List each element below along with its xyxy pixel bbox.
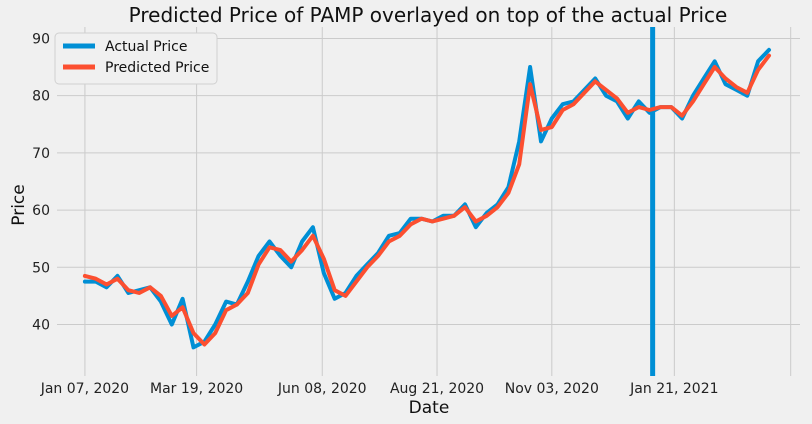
y-tick-label: 40 <box>32 318 50 334</box>
y-tick-label: 70 <box>32 146 50 162</box>
x-tick-label: Mar 19, 2020 <box>150 381 243 397</box>
x-tick-label: Nov 03, 2020 <box>505 381 599 397</box>
x-axis-title: Date <box>409 398 450 418</box>
legend-box <box>54 32 218 85</box>
x-tick-label: Jan 21, 2021 <box>629 381 718 397</box>
x-tick-label: Aug 21, 2020 <box>390 381 484 397</box>
y-axis-title: Price <box>9 184 29 225</box>
y-tick-label: 50 <box>32 260 50 276</box>
legend-label-actual-price: Actual Price <box>105 39 187 55</box>
y-tick-label: 60 <box>32 203 50 219</box>
tick-layer: Jan 07, 2020 Mar 19, 2020 Jun 08, 2020 Aug … <box>32 31 718 397</box>
y-tick-label: 80 <box>32 89 50 105</box>
series-line-actual-price <box>82 47 771 350</box>
series-line-predicted-price <box>82 53 771 347</box>
legend-label-predicted-price: Predicted Price <box>105 60 209 76</box>
grid-layer <box>57 27 800 376</box>
chart-title: Predicted Price of PAMP overlayed on top… <box>129 3 728 27</box>
x-tick-label: Jun 08, 2020 <box>277 381 367 397</box>
y-tick-label: 90 <box>32 31 50 47</box>
series-layer <box>82 47 771 350</box>
x-tick-label: Jan 07, 2020 <box>40 381 129 397</box>
legend: Actual Price Predicted Price <box>54 32 218 85</box>
